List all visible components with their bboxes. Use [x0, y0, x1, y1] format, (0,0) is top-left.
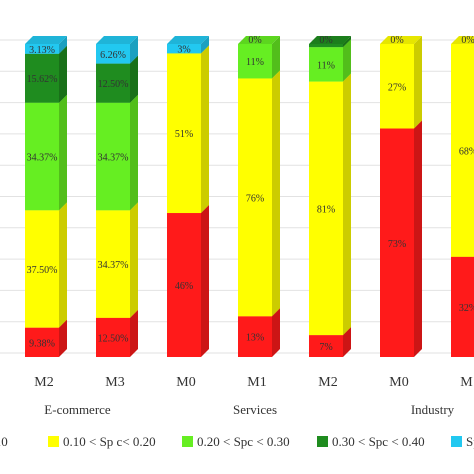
segment-label: 27%	[388, 82, 406, 93]
bar-segment	[309, 73, 351, 336]
bar-segment	[96, 94, 138, 211]
bar-stack	[309, 36, 351, 357]
bar-segment	[380, 36, 422, 129]
bar-segment	[167, 45, 209, 214]
legend-swatch	[182, 436, 193, 447]
segment-label: 3%	[177, 45, 190, 56]
bar-segment	[238, 70, 280, 317]
segment-label: 11%	[317, 60, 335, 71]
bar-stack	[25, 36, 67, 357]
segment-labels: 9.38% 37.50% 34.37% 15.62% 3.13% 12.50% 34.37%…	[27, 35, 474, 353]
bar-segment	[167, 36, 209, 54]
bar-segment	[25, 36, 67, 54]
segment-label: 9.38%	[29, 338, 55, 349]
segment-label: 0%	[319, 35, 332, 46]
category-label: M3	[105, 375, 124, 390]
segment-label: 0%	[461, 35, 474, 46]
segment-label: 11%	[246, 57, 264, 68]
bar-segment	[309, 36, 351, 48]
bars	[25, 36, 474, 357]
segment-label: 12.50%	[98, 333, 129, 344]
segment-label: 34.37%	[98, 153, 129, 164]
group-label: E-commerce	[44, 402, 111, 417]
legend-item: 0.20 < Spc < 0.30	[182, 434, 290, 449]
segment-label: 12.50%	[98, 79, 129, 90]
legend-label: 0.20 < Spc < 0.30	[197, 434, 290, 449]
legend-swatch	[48, 436, 59, 447]
bar-segment	[451, 36, 474, 257]
group-labels: E-commerce Services Industry	[44, 402, 454, 417]
legend-label: 0.10	[0, 434, 8, 449]
legend-item: 0.10	[0, 434, 8, 449]
category-label: M2	[318, 375, 337, 390]
category-label: M0	[389, 375, 408, 390]
segment-label: 81%	[317, 204, 335, 215]
segment-label: 0%	[248, 35, 261, 46]
bar-stack	[96, 36, 138, 357]
segment-label: 32%	[459, 303, 474, 314]
legend-item: 0.30 < Spc < 0.40	[317, 434, 425, 449]
legend: 0.10 0.10 < Sp c< 0.20 0.20 < Spc < 0.30 0.…	[0, 434, 474, 449]
group-label: Industry	[411, 402, 455, 417]
segment-label: 73%	[388, 239, 406, 250]
segment-label: 68%	[459, 146, 474, 157]
legend-item: Sp	[451, 434, 474, 449]
category-label: M0	[176, 375, 195, 390]
bar-stack	[238, 36, 280, 357]
segment-label: 76%	[246, 193, 264, 204]
bar-segment	[238, 36, 280, 79]
segment-label: 51%	[175, 129, 193, 140]
category-label: M2	[34, 375, 53, 390]
bar-segment	[25, 45, 67, 103]
category-label: M1	[460, 375, 474, 390]
legend-label: Sp	[466, 434, 474, 449]
segment-label: 0%	[390, 35, 403, 46]
segment-label: 7%	[319, 342, 332, 353]
bar-segment	[380, 120, 422, 357]
legend-label: 0.30 < Spc < 0.40	[332, 434, 425, 449]
category-label: M1	[247, 375, 266, 390]
segment-label: 3.13%	[29, 45, 55, 56]
bar-stack	[451, 36, 474, 357]
segment-label: 37.50%	[27, 265, 58, 276]
segment-label: 6.26%	[100, 50, 126, 61]
bar-stack	[380, 36, 422, 357]
bar-stack	[167, 36, 209, 357]
segment-label: 34.37%	[27, 152, 58, 163]
segment-label: 15.62%	[27, 74, 58, 85]
legend-item: 0.10 < Sp c< 0.20	[48, 434, 156, 449]
category-labels: M2 M3 M0 M1 M2 M0 M1	[34, 375, 474, 390]
segment-label: 34.37%	[98, 260, 129, 271]
segment-label: 46%	[175, 281, 193, 292]
legend-swatch	[451, 436, 462, 447]
legend-swatch	[317, 436, 328, 447]
group-label: Services	[233, 402, 277, 417]
segment-label: 13%	[246, 333, 264, 344]
legend-label: 0.10 < Sp c< 0.20	[63, 434, 156, 449]
bar-segment	[96, 36, 138, 64]
